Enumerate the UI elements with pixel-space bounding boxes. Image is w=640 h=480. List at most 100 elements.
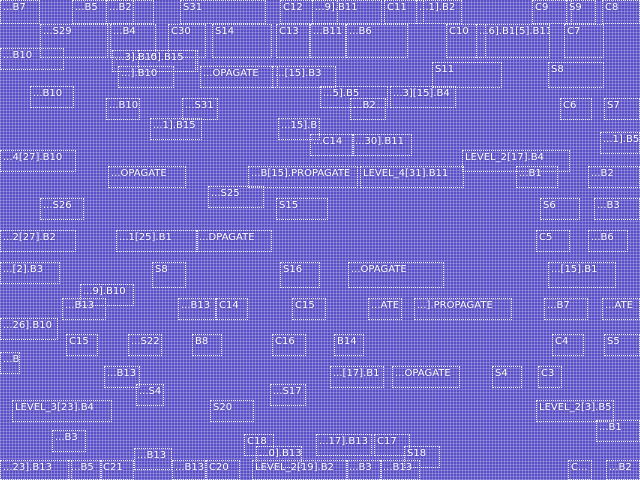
schematic-cell: C9	[532, 0, 572, 24]
cell-label: ...].B10	[121, 68, 158, 79]
schematic-cell: S15	[276, 198, 328, 220]
cell-label: ...B10	[33, 88, 63, 99]
schematic-cell: ...B13	[134, 448, 172, 470]
schematic-cell: LEVEL_4[31].B11	[360, 166, 464, 188]
cell-label: ...9].B11	[315, 2, 358, 13]
cell-label: C3	[541, 368, 555, 379]
cell-label: ...B13	[137, 450, 167, 461]
schematic-cell: ...6].B1[5].B11	[476, 24, 550, 58]
cell-label: S4	[495, 368, 508, 379]
schematic-cell: LEVEL_2[19].B2	[252, 460, 348, 480]
schematic-cell: ...S29	[40, 24, 108, 58]
schematic-cell: C15	[292, 298, 326, 320]
cell-label: ...B13	[383, 462, 413, 473]
schematic-cell: ...B13	[0, 352, 20, 374]
schematic-cell: S7	[604, 98, 640, 120]
cell-label: S14	[215, 26, 235, 37]
cell-label: S20	[213, 402, 233, 413]
cell-label: C6	[563, 100, 577, 111]
cell-label: S7	[607, 100, 620, 111]
cell-label: ...OPAGATE	[395, 368, 451, 379]
cell-label: ...B5	[71, 462, 94, 473]
schematic-cell: ...1].B2	[416, 0, 462, 24]
cell-label: S15	[279, 200, 299, 211]
schematic-cell: ...B10	[106, 98, 140, 120]
schematic-cell: ...].PROPAGATE	[414, 298, 512, 320]
cell-label: ...B3	[349, 462, 372, 473]
schematic-cell: ...1].B15	[150, 118, 202, 140]
cell-label: ...DPAGATE	[199, 232, 255, 243]
cell-label: ...6].B1[5].B11	[479, 26, 550, 37]
cell-label: S16	[283, 264, 303, 275]
schematic-cell: ...S31	[182, 98, 218, 120]
cell-label: ...S26	[43, 200, 72, 211]
schematic-cell: ...1].B5	[600, 132, 640, 154]
schematic-cell: C4	[552, 334, 584, 356]
schematic-cell: ...OPAGATE	[348, 262, 444, 288]
cell-label: S8	[551, 64, 564, 75]
schematic-cell: C17	[374, 434, 410, 456]
schematic-cell: ...S26	[40, 198, 84, 220]
cell-label: ...[15].B1	[551, 264, 598, 275]
cell-label: C20	[209, 462, 229, 473]
schematic-cell: S8	[548, 62, 604, 88]
schematic-cell: ...DPAGATE	[196, 230, 272, 252]
schematic-cell: S8	[152, 262, 186, 288]
cell-label: C18	[247, 436, 267, 447]
cell-label: ...B2	[609, 462, 632, 473]
schematic-cell: ...OPAGATE	[200, 66, 278, 88]
schematic-cell: ...[17].B1	[330, 366, 384, 388]
cell-label: C12	[283, 2, 303, 13]
cell-label: ...1].B2	[419, 2, 456, 13]
schematic-cell: C7	[564, 24, 604, 58]
cell-label: B8	[195, 336, 209, 347]
schematic-cell: ...B5	[68, 460, 102, 480]
schematic-cell: ...B6	[588, 230, 628, 252]
schematic-cell: B14	[334, 334, 364, 356]
cell-label: ...B3	[597, 200, 620, 211]
cell-label: C9	[535, 2, 549, 13]
cell-label: ...4[27].B10	[3, 152, 63, 163]
cell-label: LEVEL_2[17].B4	[465, 152, 544, 163]
schematic-cell: ...B1	[516, 166, 558, 188]
cell-label: LEVEL_4[31].B11	[363, 168, 449, 179]
cell-label: ...23].B13	[3, 462, 52, 473]
schematic-cell: ...B3	[346, 460, 382, 480]
cell-label: ...B2	[109, 2, 132, 13]
schematic-cell: B8	[192, 334, 222, 356]
schematic-cell: ...[15].B1	[548, 262, 616, 288]
schematic-cell: ...B2	[350, 98, 386, 120]
schematic-cell: ...B6	[346, 24, 408, 58]
cell-label: ...S25	[211, 188, 240, 199]
cell-label: C15	[295, 300, 315, 311]
schematic-cell: ...23].B13	[0, 460, 72, 480]
cell-label: LEVEL_2[3].B5	[539, 402, 612, 413]
cell-label: ...B7	[3, 2, 26, 13]
cell-label: C4	[555, 336, 569, 347]
cell-label: S5	[607, 336, 620, 347]
schematic-cell: ...B7	[0, 0, 40, 24]
cell-label: C13	[279, 26, 299, 37]
cell-label: C15	[69, 336, 89, 347]
schematic-cell: ...B13	[62, 298, 106, 320]
cell-label: C7	[567, 26, 581, 37]
cell-label: ...B1	[519, 168, 542, 179]
cell-label: ...0].B15	[141, 52, 184, 63]
cell-label: C17	[377, 436, 397, 447]
cell-label: ...B5	[75, 2, 98, 13]
cell-label: C11	[387, 2, 407, 13]
cell-label: ...B6	[349, 26, 372, 37]
schematic-cell: ...B2	[606, 460, 640, 480]
schematic-cell: ...B13	[104, 366, 140, 388]
cell-label: ...9].B10	[83, 286, 126, 297]
cell-label: ...B2	[591, 168, 614, 179]
cell-label: ...B2	[353, 100, 376, 111]
cell-label: C10	[449, 26, 469, 37]
schematic-cell: C6	[560, 98, 592, 120]
cell-label: ...S4	[139, 386, 162, 397]
schematic-cell: S6	[540, 198, 580, 220]
cell-label: ...S17	[273, 386, 302, 397]
cell-label: ...B1	[599, 422, 622, 433]
cell-label: ...[17].B1	[333, 368, 380, 379]
cell-label: ...[2].B3	[3, 264, 44, 275]
